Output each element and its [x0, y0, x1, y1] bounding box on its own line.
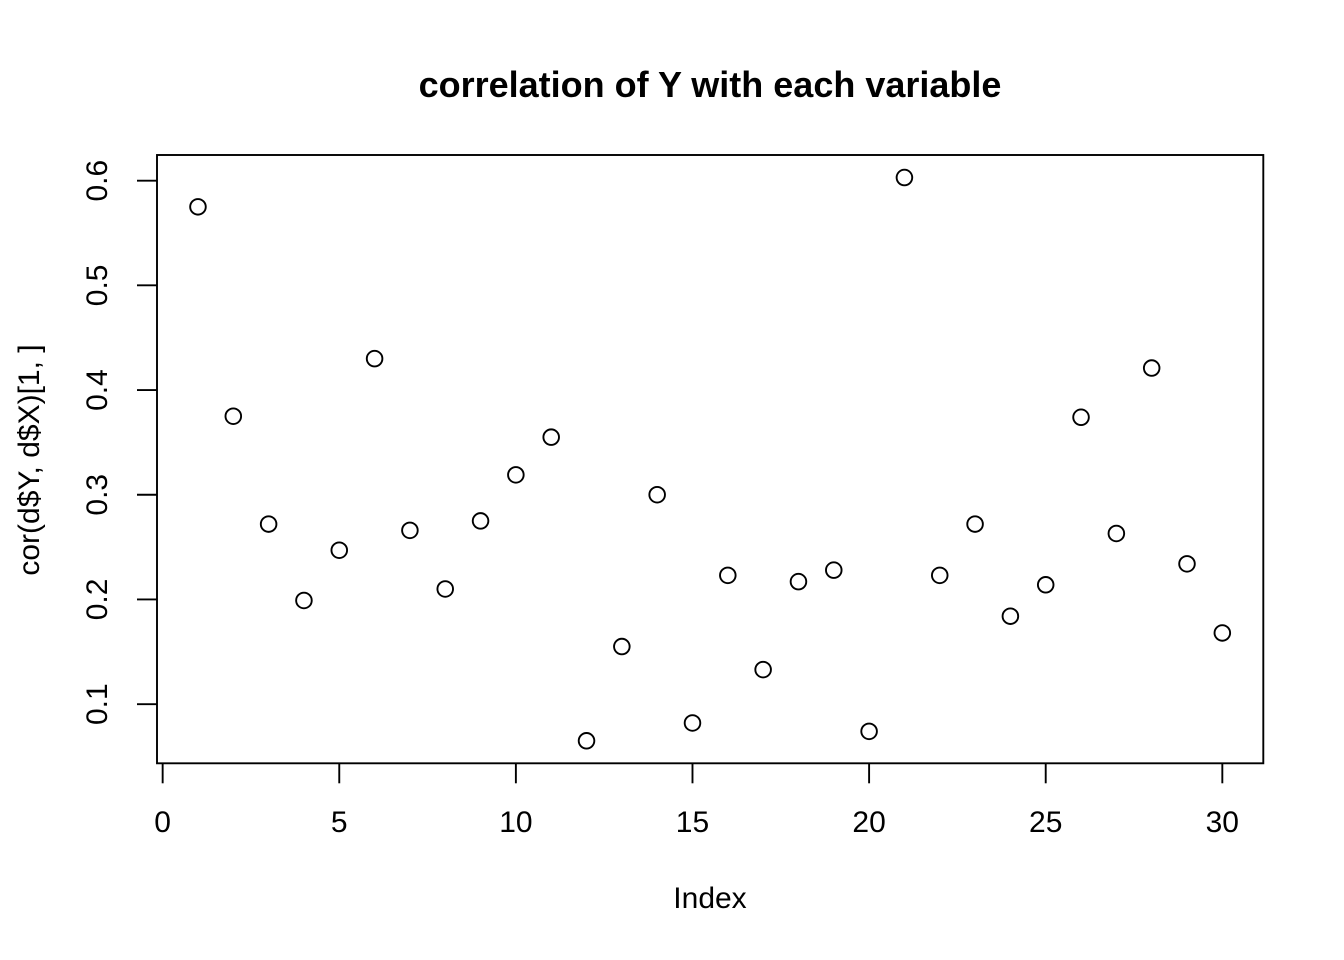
y-axis-tick-label: 0.3: [81, 474, 114, 516]
y-axis-tick-label: 0.4: [81, 369, 114, 411]
data-point: [648, 485, 666, 504]
data-point: [1213, 624, 1232, 642]
data-point: [754, 660, 772, 679]
data-point: [613, 637, 631, 656]
data-point: [507, 466, 525, 484]
chart-title: correlation of Y with each variable: [418, 64, 1002, 105]
data-point: [1072, 408, 1090, 427]
x-axis-tick-label: 10: [499, 806, 532, 839]
data-point: [930, 566, 949, 585]
data-point: [330, 541, 349, 559]
y-axis-tick-label: 0.1: [81, 683, 114, 725]
plot-frame: [156, 154, 1265, 765]
x-axis-tick-label: 0: [154, 806, 171, 839]
data-point: [966, 515, 984, 533]
data-point: [1036, 576, 1055, 594]
x-axis-tick-label: 20: [852, 806, 885, 839]
data-point: [224, 407, 243, 425]
data-point: [471, 512, 490, 530]
x-axis-tick-label: 5: [331, 806, 348, 839]
data-point: [436, 580, 454, 598]
data-point: [825, 561, 843, 579]
data-point: [189, 198, 207, 216]
data-point: [860, 722, 878, 741]
data-point: [295, 591, 313, 610]
data-point: [401, 521, 419, 540]
x-axis-tick-label: 30: [1206, 806, 1239, 839]
data-point: [542, 428, 560, 446]
data-point: [719, 566, 737, 585]
data-point: [1178, 555, 1196, 573]
data-point: [1107, 524, 1126, 543]
data-point: [789, 572, 808, 591]
y-axis-tick-label: 0.5: [81, 264, 114, 306]
data-point: [895, 168, 914, 187]
data-point: [365, 349, 384, 368]
data-point: [1142, 359, 1161, 377]
y-axis-tick-label: 0.2: [81, 579, 114, 621]
x-axis-tick-label: 25: [1029, 806, 1062, 839]
x-axis-tick-label: 15: [676, 806, 709, 839]
y-axis-tick-label: 0.6: [81, 160, 114, 202]
data-point: [577, 732, 596, 750]
data-point: [259, 515, 278, 533]
data-point: [1001, 607, 1020, 625]
data-point: [683, 714, 702, 732]
x-axis-label: Index: [673, 882, 747, 915]
